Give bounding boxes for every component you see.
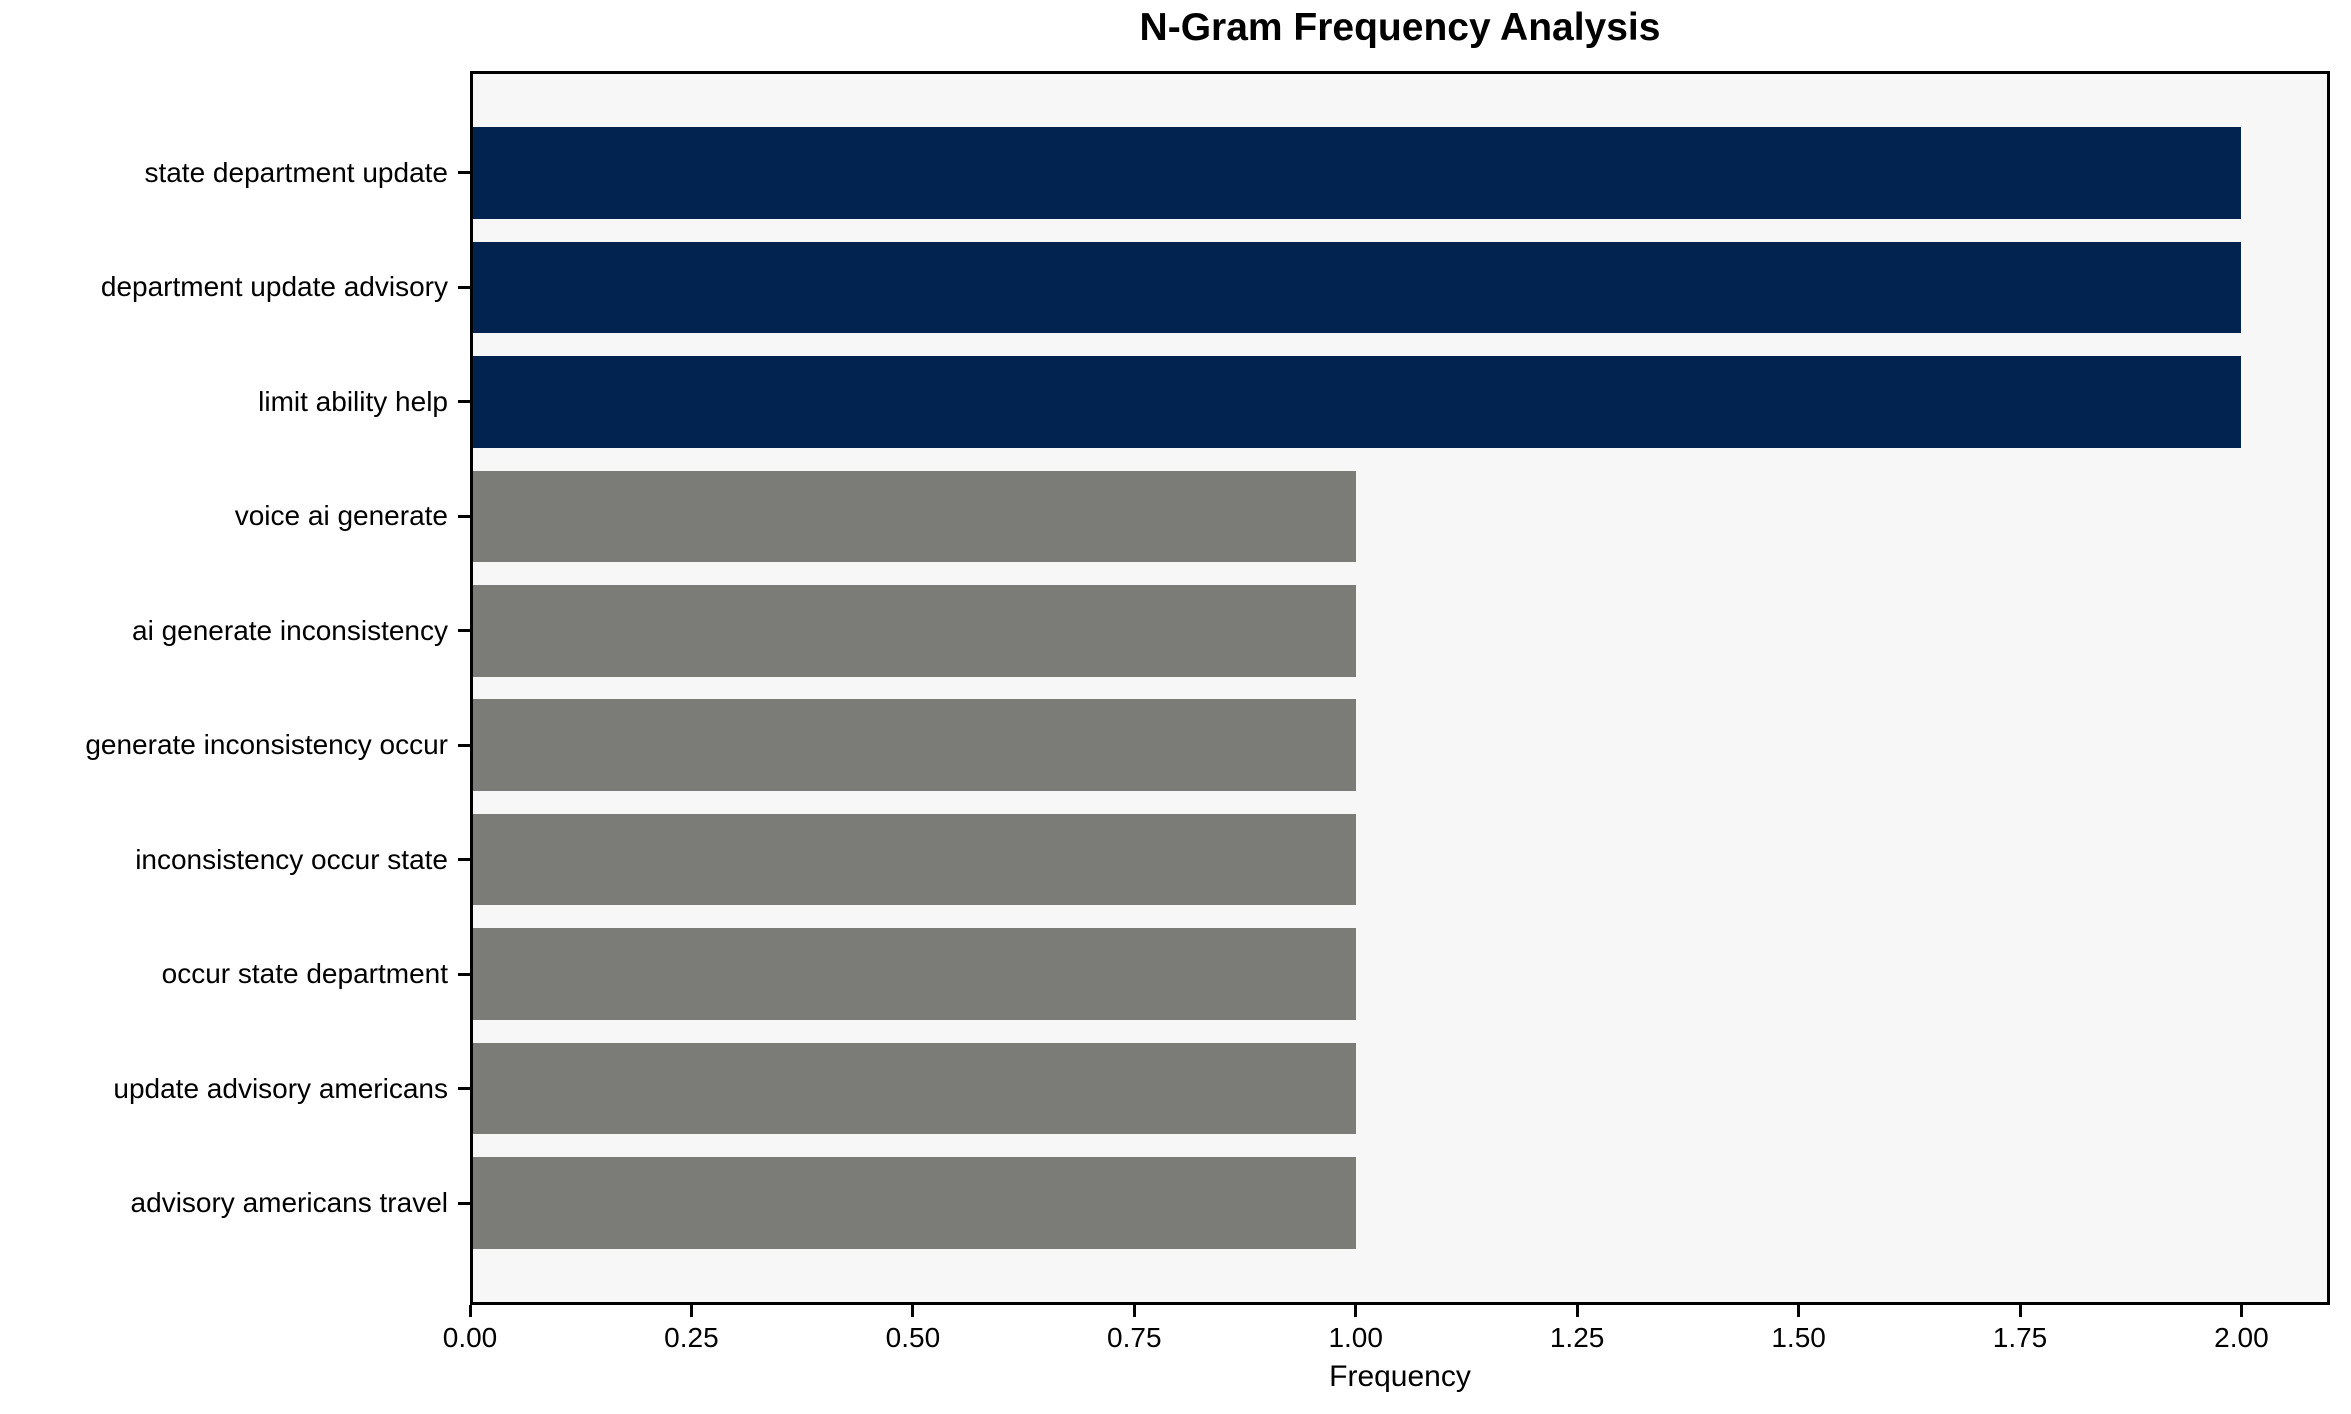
x-tick-mark bbox=[2018, 1305, 2022, 1317]
y-tick-mark bbox=[458, 972, 470, 976]
y-tick-mark bbox=[458, 743, 470, 747]
bar bbox=[470, 928, 1356, 1020]
x-tick-mark bbox=[1354, 1305, 1358, 1317]
y-tick-label: occur state department bbox=[161, 958, 448, 990]
x-tick-label: 0.00 bbox=[442, 1322, 498, 1353]
x-tick-label: 0.50 bbox=[885, 1322, 941, 1353]
x-tick-mark bbox=[689, 1305, 693, 1317]
x-tick-label: 1.00 bbox=[1328, 1322, 1383, 1353]
bar bbox=[470, 585, 1356, 677]
x-tick-mark bbox=[468, 1305, 472, 1317]
y-tick-mark bbox=[458, 629, 470, 633]
y-tick-mark bbox=[458, 1087, 470, 1091]
y-tick-label: generate inconsistency occur bbox=[85, 729, 448, 761]
x-tick-label: 0.25 bbox=[664, 1322, 719, 1353]
y-tick-label: ai generate inconsistency bbox=[132, 614, 448, 646]
y-tick-label: department update advisory bbox=[100, 271, 448, 303]
bar bbox=[470, 699, 1356, 791]
bar bbox=[470, 1042, 1356, 1135]
y-tick-mark bbox=[458, 1201, 470, 1205]
bar bbox=[470, 127, 2242, 219]
x-tick-label: 2.00 bbox=[2214, 1322, 2269, 1353]
y-tick-label: inconsistency occur state bbox=[135, 843, 448, 875]
x-tick-label: 1.50 bbox=[1771, 1322, 1826, 1353]
y-tick-label: update advisory americans bbox=[113, 1072, 448, 1104]
x-tick-label: 1.75 bbox=[1992, 1322, 2048, 1353]
x-tick-mark bbox=[2239, 1305, 2243, 1317]
chart-title: N-Gram Frequency Analysis bbox=[1139, 6, 1661, 49]
x-axis-label: Frequency bbox=[1329, 1360, 1471, 1393]
bar bbox=[470, 1157, 1356, 1249]
bar bbox=[470, 241, 2242, 334]
y-tick-mark bbox=[458, 171, 470, 175]
x-tick-mark bbox=[1132, 1305, 1136, 1317]
bar bbox=[470, 356, 2242, 448]
x-tick-mark bbox=[1575, 1305, 1579, 1317]
x-tick-label: 1.25 bbox=[1549, 1322, 1605, 1353]
y-tick-mark bbox=[458, 858, 470, 862]
bar bbox=[470, 813, 1356, 906]
y-tick-mark bbox=[458, 514, 470, 518]
bar bbox=[470, 470, 1356, 563]
y-tick-label: state department update bbox=[144, 156, 448, 188]
x-tick-label: 0.75 bbox=[1107, 1322, 1162, 1353]
y-tick-label: advisory americans travel bbox=[130, 1187, 448, 1219]
x-tick-mark bbox=[1797, 1305, 1801, 1317]
y-tick-mark bbox=[458, 400, 470, 404]
plot-area bbox=[470, 71, 2330, 1305]
y-tick-label: voice ai generate bbox=[234, 500, 448, 532]
y-tick-label: limit ability help bbox=[258, 385, 448, 417]
x-tick-mark bbox=[911, 1305, 915, 1317]
y-tick-mark bbox=[458, 285, 470, 289]
